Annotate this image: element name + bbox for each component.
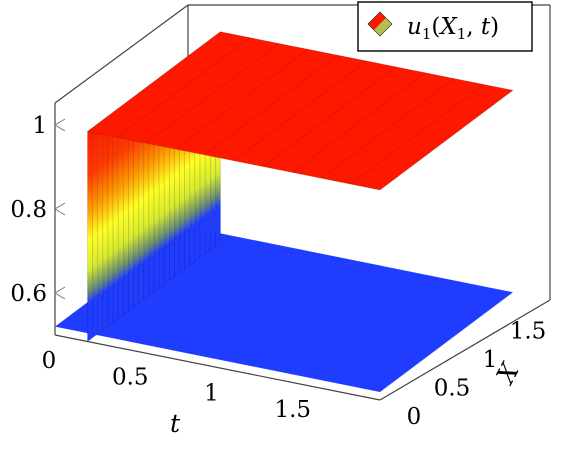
surface-wall-strip (87, 127, 93, 343)
z-tick-mark (54, 202, 66, 216)
x-tick-label: 1.5 (510, 319, 547, 345)
surface-wall-strip (92, 123, 99, 339)
surface-gridline (262, 66, 397, 167)
surface-wall-strip (112, 107, 119, 323)
t-axis-label: t (170, 409, 181, 438)
z-axis-ticks: 0.6 0.8 1 (10, 113, 47, 307)
axis-box (54, 4, 551, 401)
t-axis-ticks: 0 0.5 1 1.5 (42, 348, 311, 423)
surface-gridline (116, 37, 250, 138)
surface-gridline (350, 84, 484, 185)
x-tick-label: 0 (407, 404, 422, 430)
surface (55, 31, 514, 392)
t-tick-label: 0 (42, 348, 57, 374)
z-tick-label: 1 (32, 113, 47, 139)
surface-gridline (292, 72, 426, 173)
surface-wall-strip (102, 115, 109, 331)
legend-swatch-icon (367, 11, 393, 37)
z-tick-mark (54, 118, 66, 132)
surface-gridline (175, 49, 309, 150)
legend-label: u1(X1, t) (407, 14, 499, 43)
surface-gridline (145, 43, 280, 144)
x-tick-label: 1 (483, 347, 498, 373)
t-tick-label: 1.5 (274, 397, 311, 423)
z-tick-mark (54, 286, 66, 300)
x-tick-label: 0.5 (434, 376, 471, 402)
surface-plateau (86, 31, 514, 191)
surface-gridline (204, 54, 338, 156)
legend: u1(X1, t) (357, 1, 533, 52)
surface-gridline (233, 60, 367, 161)
z-tick-label: 0.8 (10, 197, 47, 223)
z-tick-marks (54, 118, 66, 300)
surface-wall-strip (97, 119, 104, 335)
t-tick-label: 1 (204, 381, 219, 407)
z-tick-label: 0.6 (10, 281, 47, 307)
surface-wall-strip (107, 111, 114, 327)
surface-gridline (321, 78, 455, 179)
x-axis-ticks: 0 0.5 1 1.5 (407, 319, 547, 431)
t-tick-label: 0.5 (112, 364, 149, 390)
